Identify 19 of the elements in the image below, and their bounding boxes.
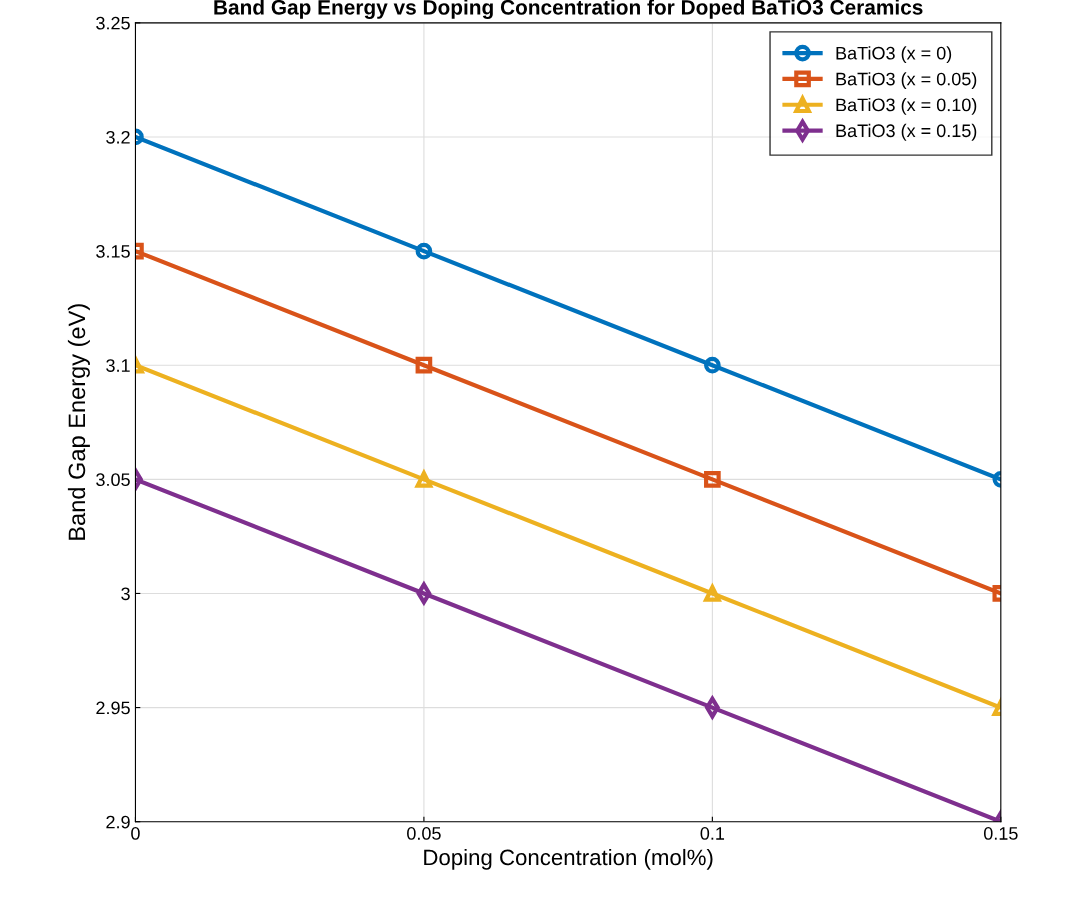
legend-label: BaTiO3 (x = 0.05) xyxy=(836,72,977,89)
legend-label: BaTiO3 (x = 0.15) xyxy=(836,123,977,141)
legend-label: BaTiO3 (x = 0) xyxy=(836,46,952,64)
y-axis-title: Band Gap Energy (eV) xyxy=(67,304,90,540)
x-tick-label: 0.05 xyxy=(407,827,441,840)
x-axis-title: Doping Concentration (mol%) xyxy=(424,848,713,870)
y-tick-label: 2.95 xyxy=(96,701,130,715)
x-tick-label: 0 xyxy=(131,827,140,840)
y-tick-label: 3.1 xyxy=(106,359,130,372)
y-tick-label: 3.25 xyxy=(96,16,130,30)
y-tick-label: 3 xyxy=(121,587,130,601)
y-tick-label: 3.15 xyxy=(96,245,130,258)
y-tick-label: 3.05 xyxy=(96,473,130,487)
y-tick-label: 2.9 xyxy=(106,815,130,829)
chart-title: Band Gap Energy vs Doping Concentration for Doped BaTiO3 Ceramics xyxy=(214,0,923,19)
y-tick-label: 3.2 xyxy=(106,130,130,144)
x-tick-label: 0.1 xyxy=(700,827,725,840)
x-tick-label: 0.15 xyxy=(983,827,1018,840)
legend-label: BaTiO3 (x = 0.10) xyxy=(836,98,977,115)
